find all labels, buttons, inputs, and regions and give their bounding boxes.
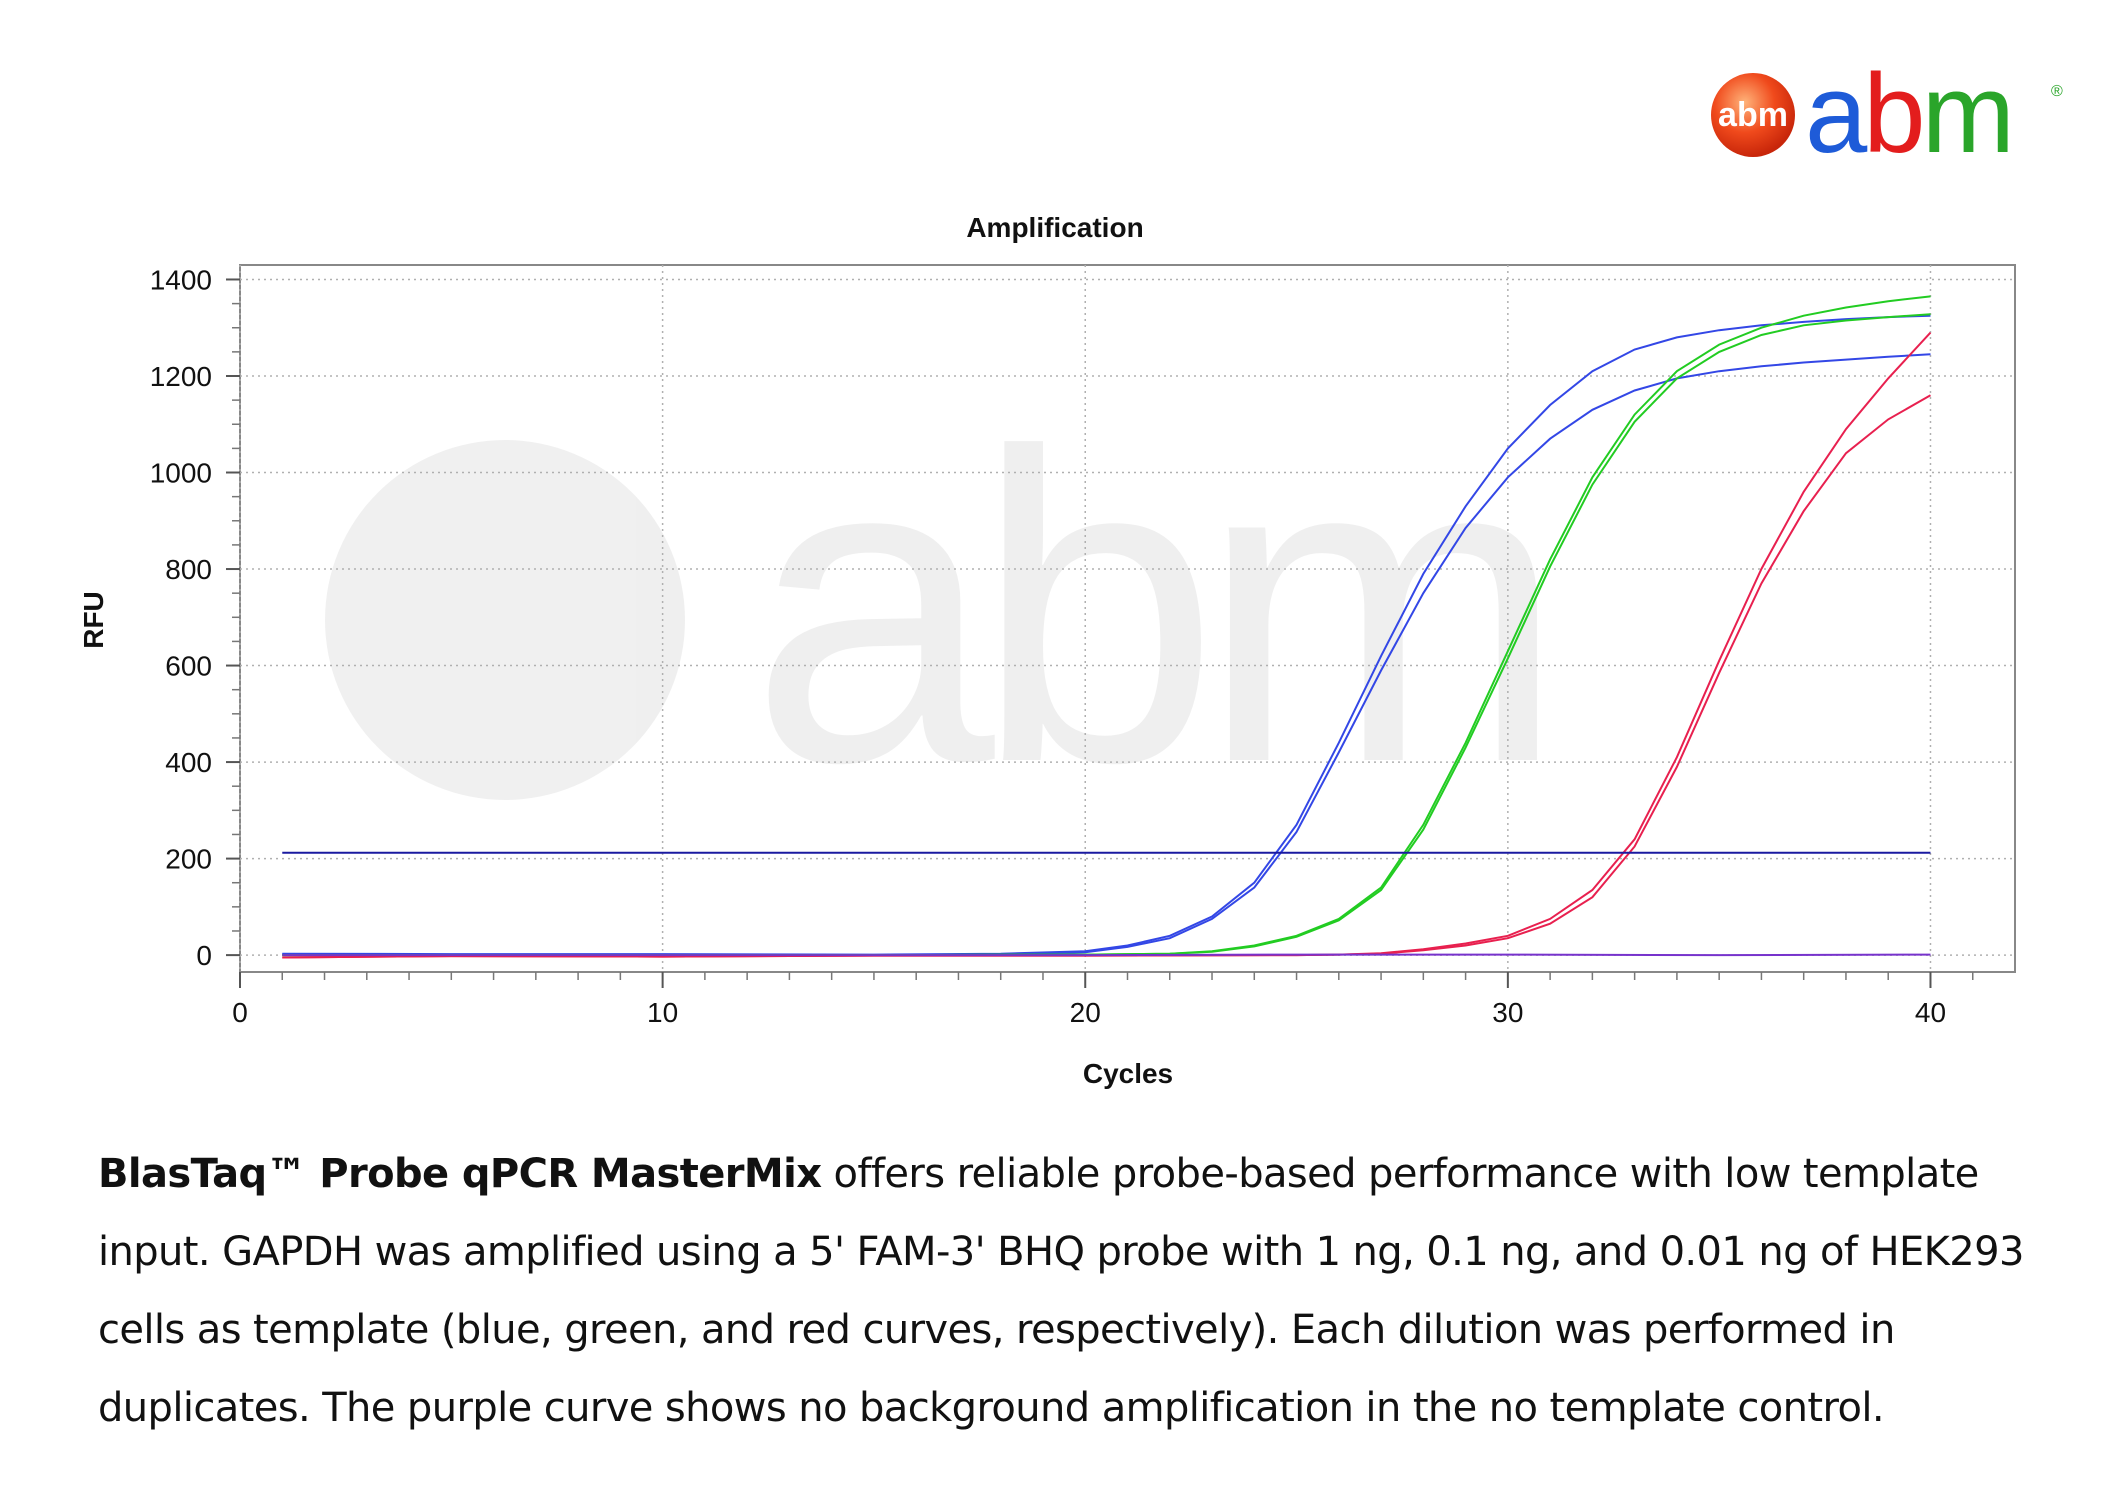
logo-wordmark: abm bbox=[1805, 60, 2011, 170]
x-tick-label: 20 bbox=[1070, 997, 1101, 1028]
axis-ticks bbox=[226, 278, 1974, 988]
y-tick-labels: 0 200 400 600 800 1000 1200 1400 bbox=[150, 264, 212, 971]
svg-text:abm: abm bbox=[750, 363, 1546, 854]
x-tick-label: 0 bbox=[232, 997, 248, 1028]
y-tick-label: 800 bbox=[165, 554, 212, 585]
y-tick-label: 1000 bbox=[150, 458, 212, 489]
y-tick-label: 1200 bbox=[150, 361, 212, 392]
y-tick-label: 1400 bbox=[150, 264, 212, 295]
x-axis-label: Cycles bbox=[1083, 1058, 1173, 1089]
chart-title: Amplification bbox=[966, 212, 1143, 243]
amplification-curves bbox=[282, 295, 1932, 959]
y-tick-label: 600 bbox=[165, 651, 212, 682]
y-tick-label: 0 bbox=[196, 940, 212, 971]
watermark-logo: abm bbox=[325, 363, 1566, 854]
abm-logo: abm abm ® bbox=[1711, 60, 2063, 170]
x-tick-label: 40 bbox=[1915, 997, 1946, 1028]
x-tick-labels: 0 10 20 30 40 bbox=[232, 997, 1946, 1028]
caption-product-name: BlasTaq™ Probe qPCR MasterMix bbox=[98, 1151, 822, 1197]
logo-letter-a: a bbox=[1805, 60, 1868, 170]
logo-badge-text: abm bbox=[1718, 96, 1788, 134]
logo-registered: ® bbox=[2051, 83, 2063, 100]
x-tick-label: 10 bbox=[647, 997, 678, 1028]
y-tick-label: 400 bbox=[165, 747, 212, 778]
logo-letter-b: b bbox=[1863, 60, 1921, 170]
y-tick-label: 200 bbox=[165, 844, 212, 875]
logo-badge bbox=[1711, 73, 1795, 157]
logo-letter-m: m bbox=[1922, 60, 2011, 170]
x-tick-label: 30 bbox=[1492, 997, 1523, 1028]
caption-text: offers reliable probe-based performance … bbox=[98, 1151, 2024, 1431]
figure-caption: BlasTaq™ Probe qPCR MasterMix offers rel… bbox=[98, 1135, 2058, 1447]
y-axis-label: RFU bbox=[78, 591, 109, 649]
series-line-7 bbox=[282, 953, 1931, 957]
